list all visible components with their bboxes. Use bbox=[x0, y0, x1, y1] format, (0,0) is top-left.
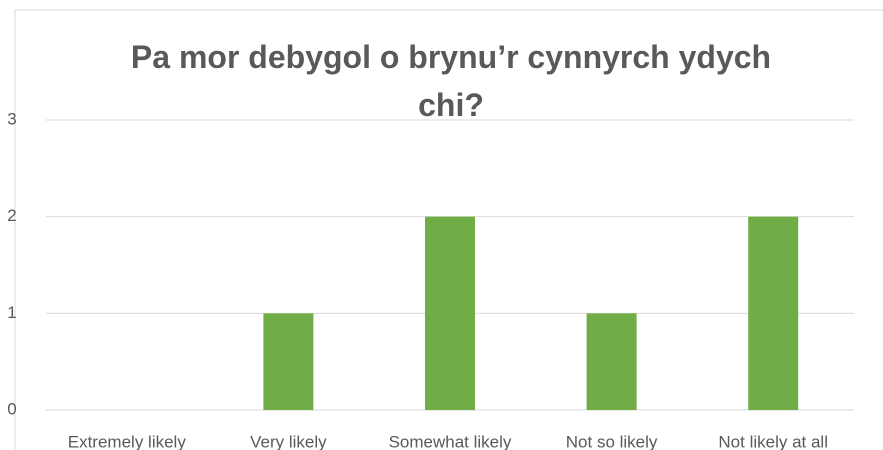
y-tick-label: 3 bbox=[7, 109, 16, 128]
y-tick-label: 1 bbox=[7, 303, 16, 322]
bar bbox=[748, 216, 799, 410]
x-tick-label: Not likely at all bbox=[718, 432, 828, 450]
y-tick-label: 2 bbox=[7, 206, 16, 225]
x-tick-label: Somewhat likely bbox=[389, 432, 512, 450]
x-tick-label: Extremely likely bbox=[68, 432, 187, 450]
y-tick-label: 0 bbox=[7, 399, 16, 418]
chart-title: Pa mor debygol o brynu’r cynnyrch ydych … bbox=[130, 39, 772, 123]
bar bbox=[263, 313, 314, 410]
x-tick-label: Not so likely bbox=[566, 432, 658, 450]
x-tick-label: Very likely bbox=[250, 432, 327, 450]
bar bbox=[586, 313, 637, 410]
chart-frame bbox=[14, 9, 883, 450]
bar bbox=[425, 216, 475, 410]
